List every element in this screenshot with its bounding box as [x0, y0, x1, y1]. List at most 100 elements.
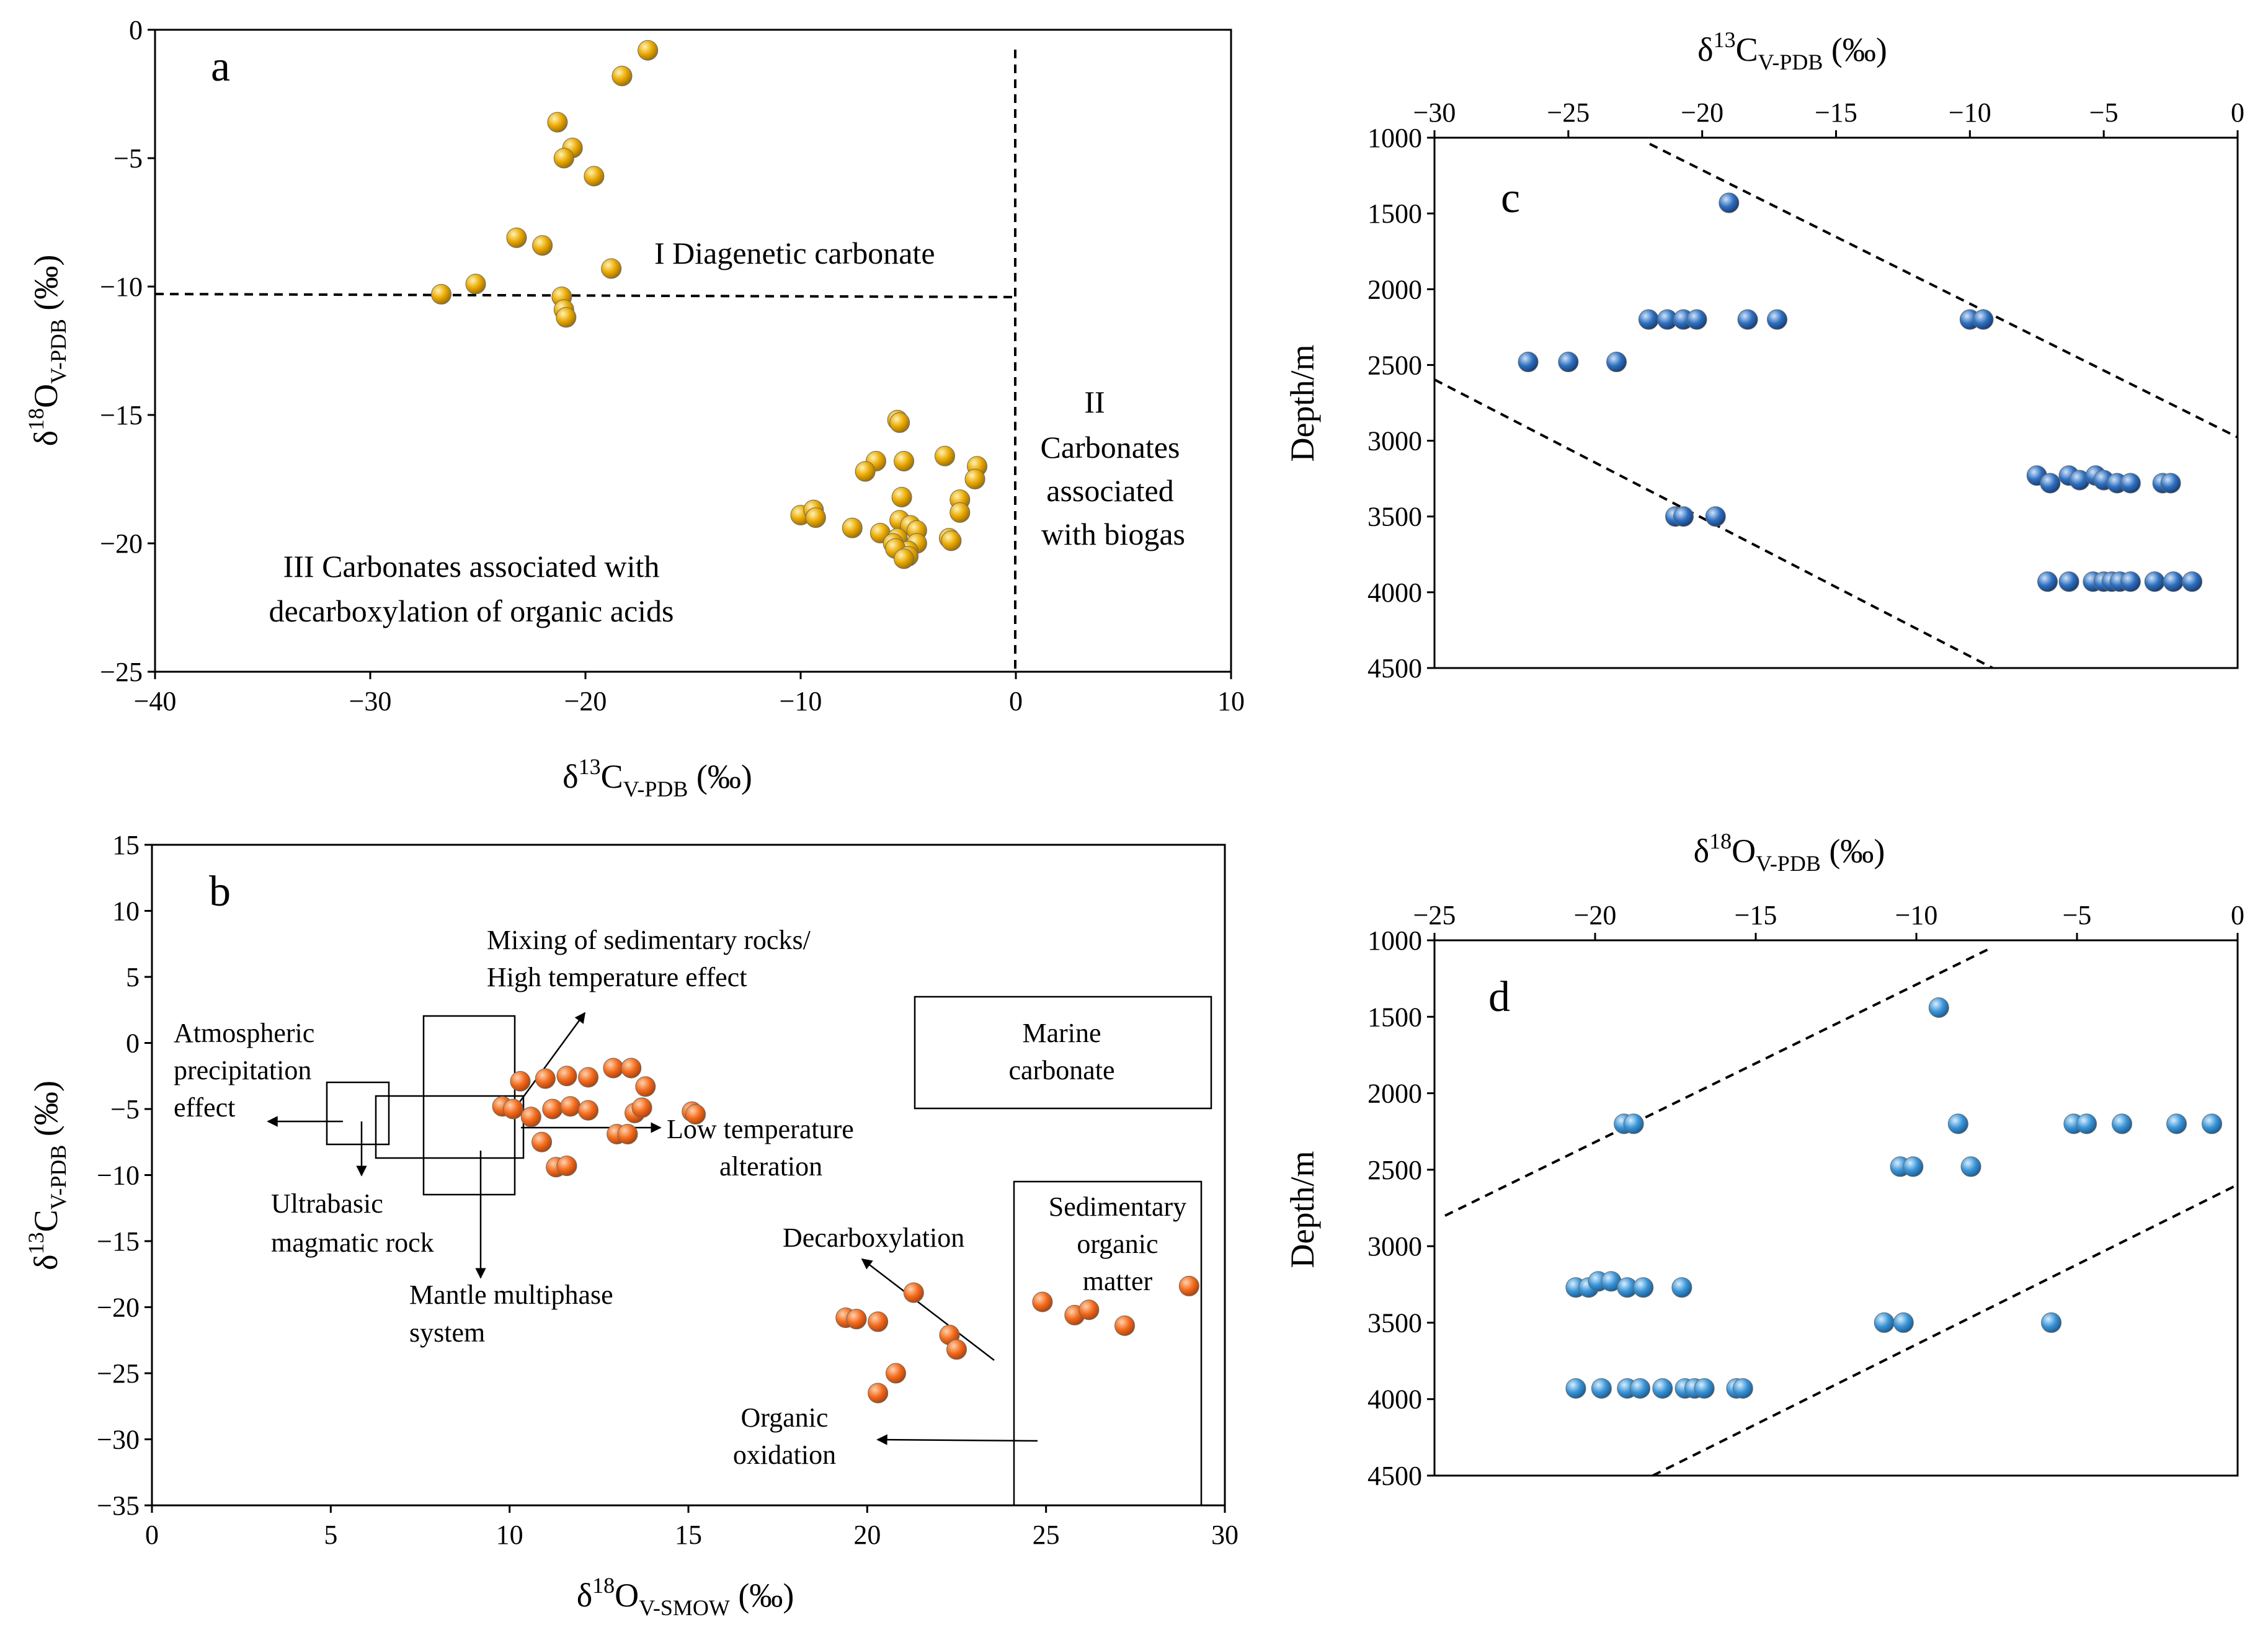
arrow-organic-oxidation: [876, 1434, 1038, 1445]
panel-c-y-axis-title: Depth/m: [1284, 345, 1321, 462]
data-point: [2076, 1113, 2097, 1134]
y-tick-label: 2000: [1367, 1079, 1422, 1109]
data-point: [1633, 1277, 1654, 1298]
panel-c-points: [1518, 192, 2203, 592]
x-tick-label: 0: [2231, 97, 2244, 128]
panel-d-upper-trend: [1444, 946, 1993, 1217]
data-point: [1928, 997, 1949, 1018]
y-tick-label: −10: [97, 1161, 140, 1191]
y-tick-label: −5: [110, 1094, 140, 1125]
data-point: [855, 461, 876, 482]
ultrabasic-label-2: magmatic rock: [271, 1227, 434, 1258]
y-tick-label: −20: [97, 1293, 140, 1323]
atmospheric-label-1: Atmospheric: [174, 1018, 314, 1048]
data-point: [1178, 1275, 1199, 1296]
data-point: [556, 307, 577, 328]
data-point: [1694, 1378, 1715, 1399]
y-tick-label: 15: [112, 830, 140, 860]
panel-b: 0 5 10 15 20 25 30 −35−30−25−20−15−10−5051015 …: [24, 830, 1239, 1620]
panel-a-points: [431, 40, 988, 569]
y-tick-label: 1000: [1367, 123, 1422, 153]
data-point: [535, 1068, 556, 1089]
panel-b-x-axis-title: δ18OV-SMOW (‰): [577, 1573, 794, 1620]
data-point: [531, 1131, 553, 1152]
data-point: [560, 1096, 581, 1117]
data-point: [903, 1282, 924, 1303]
x-tick-label: 30: [1211, 1520, 1239, 1550]
panel-d-label: d: [1488, 973, 1510, 1021]
panel-c-x-axis-title: δ13CV-PDB (‰): [1697, 27, 1887, 74]
y-tick-label: 2000: [1367, 274, 1422, 305]
y-tick-label: 4000: [1367, 1384, 1422, 1415]
x-tick-label: −40: [134, 686, 177, 716]
ultrabasic-label-1: Ultrabasic: [271, 1188, 383, 1219]
data-point: [1558, 352, 1579, 373]
x-tick-label: −20: [564, 686, 607, 716]
panel-d-x-axis-title: δ18OV-PDB (‰): [1694, 829, 1885, 876]
x-tick-label: −10: [1949, 97, 1991, 128]
x-tick-label: 0: [2231, 900, 2244, 930]
region-i-label: I Diagenetic carbonate: [654, 236, 935, 270]
panel-c-upper-trend: [1649, 143, 2238, 439]
sedimentary-label-1: Sedimentary: [1049, 1192, 1186, 1222]
data-point: [617, 1123, 638, 1144]
data-point: [685, 1104, 706, 1125]
data-point: [2120, 571, 2141, 592]
data-point: [1893, 1312, 1914, 1333]
data-point: [1673, 506, 1694, 527]
y-tick-label: 0: [129, 15, 143, 45]
y-tick-label: 4000: [1367, 577, 1422, 608]
mantle-label-2: system: [409, 1317, 485, 1348]
panel-a-plot-area: [154, 29, 1232, 673]
y-tick-label: 4500: [1367, 1461, 1422, 1491]
data-point: [1874, 1312, 1895, 1333]
y-tick-label: 3500: [1367, 502, 1422, 532]
data-point: [431, 283, 452, 305]
data-point: [601, 258, 622, 279]
data-point: [506, 227, 527, 248]
y-tick-label: −20: [100, 528, 143, 559]
panel-a: −40 −30 −20 −10 0 10 −25 −20 −15 −10 −5 0 a I Diag…: [24, 15, 1245, 801]
data-point: [934, 445, 955, 466]
data-point: [2112, 1113, 2133, 1134]
x-tick-label: −20: [1681, 97, 1723, 128]
data-point: [2160, 473, 2181, 494]
data-point: [868, 1311, 889, 1332]
data-point: [2163, 571, 2184, 592]
data-point: [635, 1076, 656, 1097]
x-tick-label: 25: [1033, 1520, 1060, 1550]
organic-oxidation-label-2: oxidation: [733, 1440, 836, 1470]
y-tick-label: 1500: [1367, 198, 1422, 229]
data-point: [2166, 1113, 2187, 1134]
panel-c-label: c: [1501, 174, 1520, 222]
data-point: [2120, 473, 2141, 494]
x-tick-label: −5: [2063, 900, 2092, 930]
marine-label-2: carbonate: [1009, 1055, 1115, 1085]
data-point: [638, 40, 659, 61]
data-point: [1078, 1299, 1100, 1321]
y-tick-label: 1000: [1367, 925, 1422, 956]
atmospheric-precipitation-box: [326, 1081, 390, 1146]
arrow-mixing: [509, 1012, 586, 1115]
data-point: [532, 235, 553, 256]
y-tick-label: −5: [113, 143, 143, 174]
data-point: [1671, 1277, 1692, 1298]
data-point: [842, 517, 863, 538]
x-tick-label: −20: [1574, 900, 1617, 930]
y-tick-label: −15: [100, 400, 143, 430]
panel-b-points: [492, 1058, 1199, 1404]
data-point: [2037, 571, 2058, 592]
data-point: [631, 1097, 652, 1118]
mantle-label-1: Mantle multiphase: [409, 1280, 613, 1310]
panel-d-lower-trend: [1652, 1183, 2238, 1477]
x-tick-label: −25: [1547, 97, 1590, 128]
x-tick-label: 0: [1009, 686, 1023, 716]
x-tick-label: −25: [1413, 900, 1456, 930]
x-tick-label: 10: [496, 1520, 523, 1550]
data-point: [949, 502, 971, 523]
panel-d: −25 −20 −15 −10 −5 0 1000 1500 2000 2500 3000 3500…: [1284, 829, 2244, 1491]
y-tick-label: 3000: [1367, 426, 1422, 457]
data-point: [1732, 1378, 1753, 1399]
x-tick-label: 15: [675, 1520, 702, 1550]
